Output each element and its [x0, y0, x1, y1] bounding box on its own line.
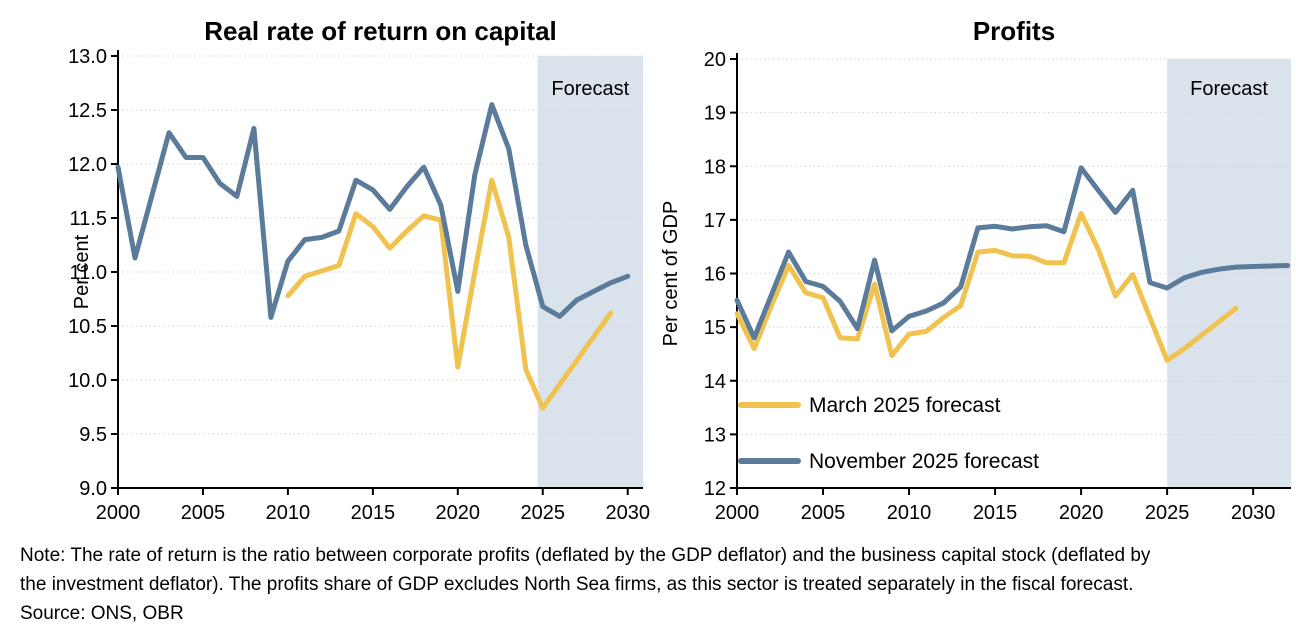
charts-row: 9.0 9.5 10.0 10.5 11.0 11.5 12.0 12.5 13.0 2000 20… — [0, 0, 1296, 535]
x-tick-label: 2025 — [1145, 502, 1190, 524]
y-tick-label: 20 — [704, 49, 726, 71]
x-tick-label: 2010 — [887, 502, 932, 524]
y-tick-label: 11.0 — [70, 262, 107, 284]
x-tick-label: 2015 — [973, 502, 1018, 524]
y-tick-label: 9.5 — [79, 424, 107, 446]
forecast-band — [1167, 59, 1291, 488]
y-tick-label: 12 — [704, 478, 726, 500]
y-tick-label: 12.5 — [68, 100, 107, 122]
forecast-label: Forecast — [1190, 78, 1268, 100]
y-tick-label: 18 — [704, 156, 726, 178]
x-tick-label: 2030 — [1231, 502, 1276, 524]
profits-chart-canvas: 12 13 14 15 16 17 18 19 20 2000 2005 2010 2015 2020 20… — [660, 16, 1291, 524]
y-tick-label: 12.0 — [68, 154, 107, 176]
x-tick-label: 2025 — [521, 502, 566, 524]
y-tick-label: 10.0 — [68, 370, 107, 392]
y-tick-label: 19 — [704, 103, 726, 125]
y-tick-label: 13 — [704, 424, 726, 446]
y-axis-label: Per cent — [71, 234, 93, 309]
x-tick-label: 2020 — [436, 502, 481, 524]
chart-title: Profits — [973, 16, 1055, 46]
legend-label: March 2025 forecast — [809, 394, 1001, 417]
x-tick-label: 2030 — [605, 502, 650, 524]
x-tick-label: 2000 — [715, 502, 760, 524]
y-tick-label: 16 — [704, 264, 726, 286]
series-line-november — [734, 165, 1291, 341]
footnote: Note: The rate of return is the ratio be… — [0, 535, 1296, 628]
y-tick-label: 17 — [704, 210, 726, 232]
y-tick-label: 9.0 — [79, 478, 107, 500]
real-rate-chart-canvas: 9.0 9.5 10.0 10.5 11.0 11.5 12.0 12.5 13.0 2000 20… — [68, 16, 650, 524]
x-tick-label: 2005 — [181, 502, 226, 524]
y-axis-label: Per cent of GDP — [660, 201, 682, 347]
note-line-1: Note: The rate of return is the ratio be… — [20, 545, 1151, 566]
y-tick-label: 15 — [704, 317, 726, 339]
forecast-label: Forecast — [551, 78, 629, 100]
x-tick-label: 2010 — [266, 502, 311, 524]
y-tick-label: 13.0 — [68, 46, 107, 68]
chart-real-rate-of-return: 9.0 9.5 10.0 10.5 11.0 11.5 12.0 12.5 13.0 2000 20… — [0, 0, 660, 535]
series-line-march — [734, 210, 1239, 363]
x-tick-label: 2000 — [96, 502, 141, 524]
series-line-march — [285, 177, 614, 411]
y-tick-label: 14 — [704, 371, 726, 393]
x-tick-label: 2015 — [351, 502, 396, 524]
note-line-2: the investment deflator). The profits sh… — [20, 574, 1134, 595]
x-tick-label: 2005 — [801, 502, 846, 524]
y-tick-label: 10.5 — [68, 316, 107, 338]
y-tick-label: 11.5 — [70, 208, 107, 230]
chart-title: Real rate of return on capital — [204, 16, 557, 46]
legend-label: November 2025 forecast — [809, 450, 1039, 473]
series-line-november — [115, 102, 631, 320]
x-tick-label: 2020 — [1059, 502, 1104, 524]
chart-profits: 12 13 14 15 16 17 18 19 20 2000 2005 2010 2015 2020 20… — [660, 0, 1296, 535]
source-line: Source: ONS, OBR — [20, 603, 184, 624]
